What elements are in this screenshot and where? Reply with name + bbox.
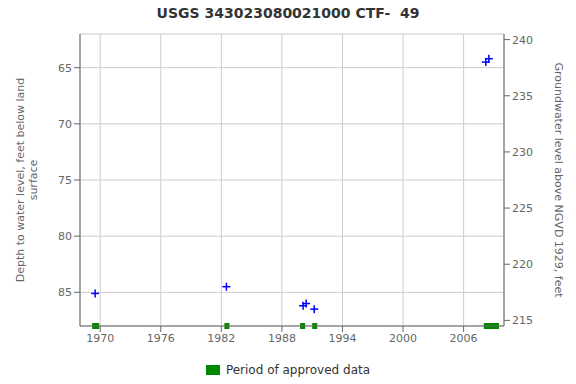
svg-text:Groundwater level above NGVD 1: Groundwater level above NGVD 1929, feet xyxy=(552,62,565,298)
html-text:Period of approved data: Period of approved data xyxy=(225,363,371,377)
svg-text:2006: 2006 xyxy=(450,332,478,345)
svg-text:surface: surface xyxy=(27,159,40,200)
svg-text:2000: 2000 xyxy=(389,332,417,345)
svg-text:Depth to water level, feet bel: Depth to water level, feet below land xyxy=(14,78,27,283)
svg-text:230: 230 xyxy=(512,146,533,159)
svg-text:1982: 1982 xyxy=(207,332,235,345)
svg-text:1976: 1976 xyxy=(147,332,175,345)
svg-text:65: 65 xyxy=(58,62,72,75)
svg-text:1988: 1988 xyxy=(268,332,296,345)
svg-text:215: 215 xyxy=(512,314,533,327)
svg-text:80: 80 xyxy=(58,230,72,243)
svg-text:70: 70 xyxy=(58,118,72,131)
svg-text:220: 220 xyxy=(512,258,533,271)
svg-text:1970: 1970 xyxy=(86,332,114,345)
svg-text:1994: 1994 xyxy=(328,332,356,345)
html-text:USGS 343023080021000 CTF- 49: USGS 343023080021000 CTF- 49 xyxy=(156,5,420,21)
svg-text:240: 240 xyxy=(512,34,533,47)
svg-text:225: 225 xyxy=(512,202,533,215)
svg-text:75: 75 xyxy=(58,174,72,187)
svg-text:235: 235 xyxy=(512,90,533,103)
svg-text:85: 85 xyxy=(58,286,72,299)
